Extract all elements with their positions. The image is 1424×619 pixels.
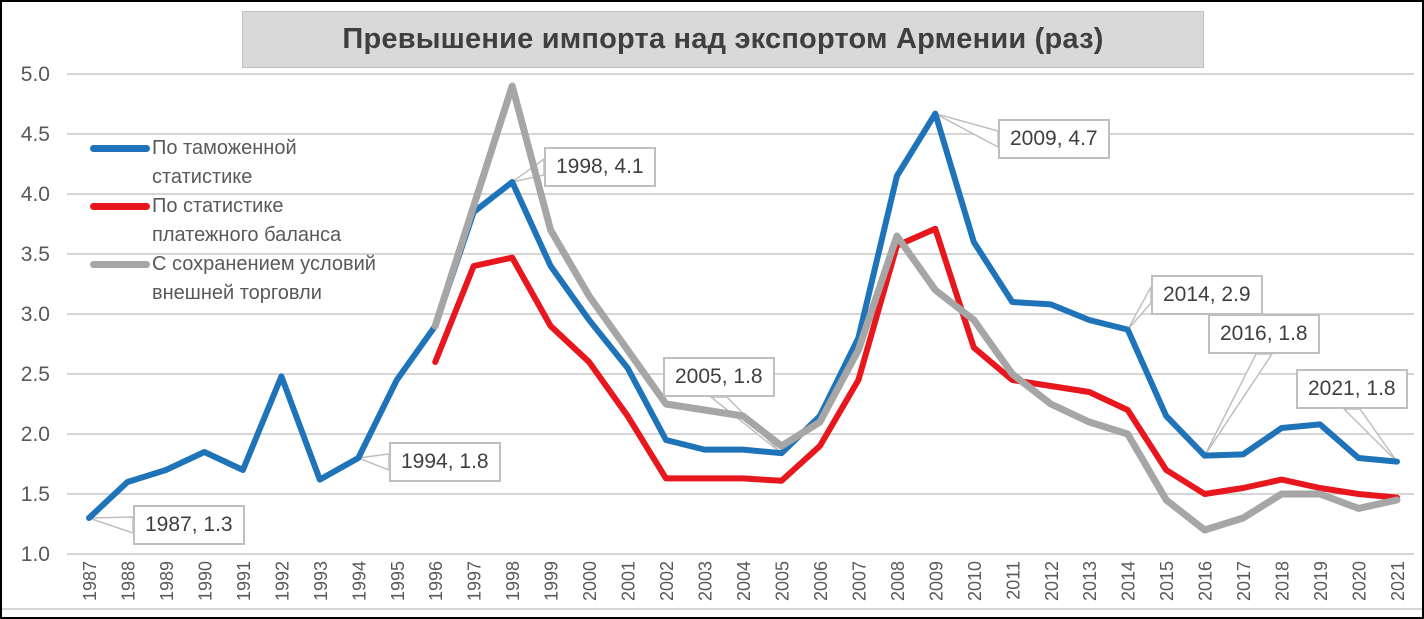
x-tick-label: 1992 (272, 561, 292, 601)
y-tick-label: 4.5 (21, 123, 50, 146)
legend-item: По таможенной статистике (90, 134, 384, 192)
x-tick-label: 2009 (926, 561, 946, 601)
callout-leader (1342, 408, 1398, 463)
legend-line-swatch (90, 261, 150, 268)
legend-label: По таможенной статистике (152, 137, 297, 188)
x-tick-label: 1987 (80, 561, 100, 601)
y-tick-label: 5.0 (21, 63, 50, 86)
data-callout: 2014, 2.9 (1151, 275, 1263, 315)
x-tick-label: 2019 (1311, 561, 1331, 601)
legend-item: По статистике платежного баланса (90, 192, 384, 250)
x-tick-label: 2012 (1042, 561, 1062, 601)
x-tick-label: 1988 (118, 561, 138, 601)
x-tick-label: 1991 (234, 561, 254, 601)
x-tick-label: 2011 (1003, 561, 1023, 600)
x-tick-label: 1996 (426, 561, 446, 601)
y-tick-label: 4.0 (21, 183, 50, 206)
x-tick-label: 2003 (696, 561, 716, 601)
x-tick-label: 2015 (1157, 561, 1177, 601)
x-tick-label: 2002 (657, 561, 677, 601)
legend-item: С сохранением условий внешней торговли (90, 250, 384, 308)
x-tick-label: 1999 (542, 561, 562, 601)
legend-label: С сохранением условий внешней торговли (152, 253, 376, 304)
axis-labels: 1.0 1.5 2.0 2.5 3.0 3.5 4.0 4.5 5.0 1987 1988 1989 1… (21, 63, 1408, 601)
data-callout: 1987, 1.3 (133, 505, 245, 545)
x-tick-label: 2000 (580, 561, 600, 601)
chart-title: Превышение импорта над экспортом Армении… (242, 11, 1204, 68)
chart-legend: По таможенной статистике По статистике пл… (90, 134, 384, 308)
data-callout: 2009, 4.7 (998, 119, 1110, 159)
x-tick-label: 1994 (349, 561, 369, 601)
data-callout: 2005, 1.8 (663, 357, 775, 397)
x-tick-label: 2004 (734, 561, 754, 601)
x-tick-label: 1997 (465, 561, 485, 601)
callout-leader (1203, 353, 1274, 457)
gridlines (2, 73, 1422, 610)
legend-line-swatch (90, 203, 150, 210)
x-tick-label: 2007 (849, 561, 869, 601)
data-callout: 2016, 1.8 (1208, 314, 1320, 354)
callout-leader (88, 516, 134, 535)
y-tick-label: 3.5 (21, 243, 50, 266)
x-tick-label: 2018 (1273, 561, 1293, 601)
data-callout: 2021, 1.8 (1296, 369, 1408, 409)
x-tick-label: 1995 (388, 561, 408, 601)
x-tick-label: 2006 (811, 561, 831, 601)
legend-label: По статистике платежного баланса (152, 195, 342, 246)
x-tick-label: 2017 (1234, 561, 1254, 601)
y-tick-label: 2.5 (21, 363, 50, 386)
x-tick-label: 2005 (772, 561, 792, 601)
x-tick-label: 2010 (965, 561, 985, 601)
x-tick-label: 1998 (503, 561, 523, 601)
y-tick-label: 3.0 (21, 303, 50, 326)
x-tick-label: 2001 (619, 561, 639, 601)
x-tick-label: 2008 (888, 561, 908, 601)
y-tick-label: 2.0 (21, 423, 50, 446)
y-tick-label: 1.0 (21, 543, 50, 566)
legend-line-swatch (90, 145, 150, 152)
x-tick-label: 2021 (1388, 561, 1408, 601)
x-tick-label: 2020 (1350, 561, 1370, 601)
data-callout: 1998, 4.1 (544, 147, 656, 187)
x-tick-label: 2013 (1080, 561, 1100, 601)
x-tick-label: 2016 (1196, 561, 1216, 601)
x-tick-label: 1993 (311, 561, 331, 601)
callout-leader (708, 396, 782, 454)
data-callout: 1994, 1.8 (389, 442, 501, 482)
series-line (431, 82, 1401, 534)
x-tick-label: 1990 (195, 561, 215, 601)
series-line (432, 225, 1400, 501)
callout-leader (1127, 286, 1152, 331)
x-tick-label: 2014 (1119, 561, 1139, 601)
series-lines (86, 82, 1401, 534)
series-line (86, 110, 1400, 521)
x-tick-label: 1989 (157, 561, 177, 601)
callout-leader (358, 453, 390, 472)
y-tick-label: 1.5 (21, 483, 50, 506)
